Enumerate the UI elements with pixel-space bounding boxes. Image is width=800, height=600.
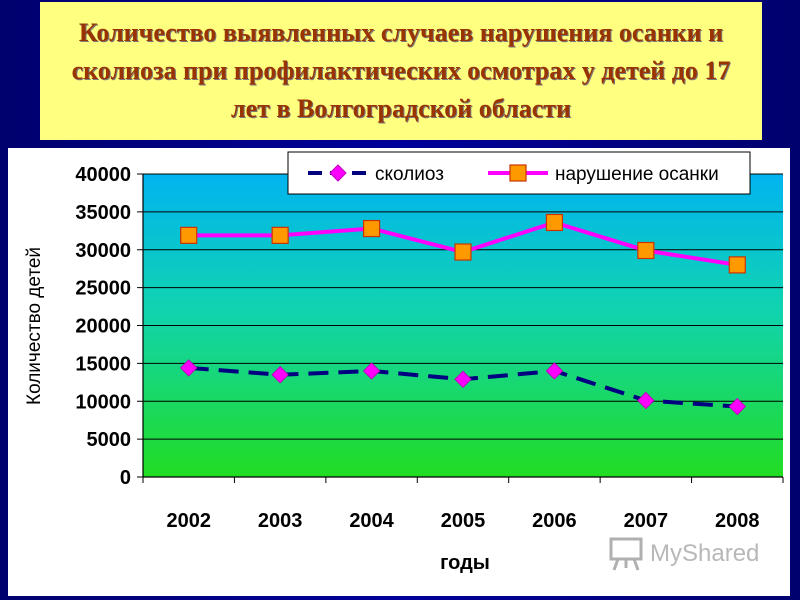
x-tick-label: 2008	[715, 510, 760, 532]
x-tick-label: 2005	[441, 510, 486, 532]
y-axis-ticks: 0 5000 10000 15000 20000 25000 30000 35000 40000	[75, 164, 143, 489]
data-point-marker	[728, 256, 746, 274]
x-tick-label: 2006	[532, 510, 577, 532]
x-axis-ticks: 2002 2003 2004 2005 2006 2007 2008	[142, 477, 784, 532]
data-point-marker	[637, 391, 655, 410]
title-box: Количество выявленных случаев нарушения …	[40, 2, 762, 140]
x-tick-label: 2003	[258, 510, 303, 532]
data-point-marker	[454, 243, 472, 261]
series-layer	[180, 213, 746, 416]
data-point-marker	[362, 219, 381, 238]
data-point-marker	[180, 226, 198, 244]
data-point-marker	[545, 213, 564, 232]
data-point-marker	[271, 366, 289, 384]
data-point-marker	[362, 362, 381, 380]
y-tick-label: 40000	[75, 164, 131, 186]
x-tick-label: 2004	[349, 510, 394, 532]
x-tick-label: 2007	[624, 510, 669, 532]
series-2	[180, 213, 746, 274]
x-axis-label: годы	[440, 552, 490, 574]
legend: сколиоз нарушение осанки	[287, 151, 751, 195]
data-point-marker	[454, 370, 472, 388]
x-tick-label: 2002	[166, 510, 211, 532]
data-point-marker	[728, 397, 746, 416]
y-tick-label: 15000	[75, 353, 131, 375]
watermark: MyShared	[608, 536, 759, 572]
y-tick-label: 25000	[75, 278, 131, 300]
legend-marker	[329, 164, 347, 182]
y-tick-label: 20000	[75, 316, 131, 338]
y-tick-label: 30000	[75, 240, 131, 262]
data-point-marker	[545, 362, 564, 380]
legend-entry: сколиоз	[308, 164, 444, 185]
legend-label: нарушение осанки	[555, 164, 719, 185]
presentation-board-icon	[609, 537, 643, 571]
y-axis-label: Количество детей	[24, 247, 45, 405]
y-tick-label: 35000	[75, 202, 131, 224]
data-point-marker	[637, 241, 655, 260]
y-tick-label: 10000	[75, 391, 131, 413]
legend-marker	[509, 164, 527, 182]
data-point-marker	[180, 359, 198, 377]
legend-label: сколиоз	[375, 164, 444, 185]
slide-title: Количество выявленных случаев нарушения …	[71, 18, 731, 123]
y-tick-label: 0	[120, 467, 131, 489]
series-1	[180, 359, 746, 416]
legend-entry: нарушение осанки	[488, 164, 719, 185]
data-point-marker	[271, 226, 289, 244]
y-tick-label: 5000	[87, 429, 132, 451]
watermark-text: MyShared	[650, 540, 760, 567]
